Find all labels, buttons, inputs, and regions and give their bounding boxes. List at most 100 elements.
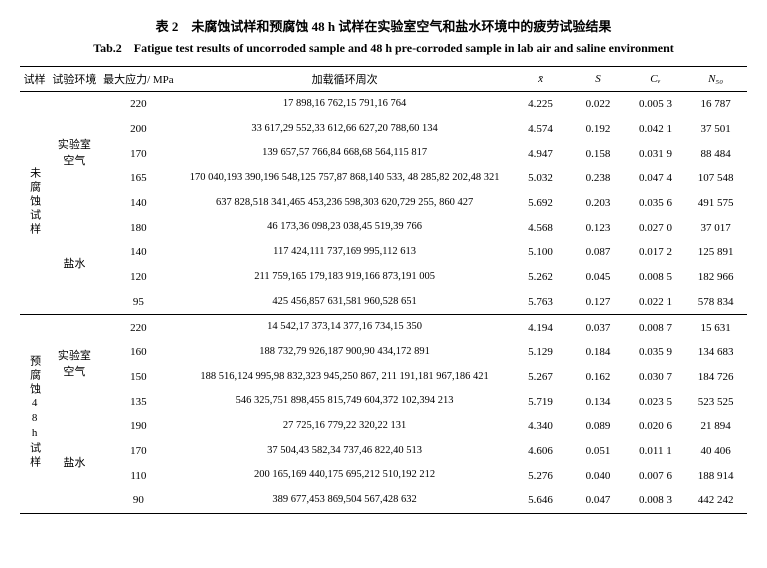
- stress-cell: 220: [99, 92, 177, 117]
- cv-cell: 0.035 9: [627, 340, 684, 365]
- n50-cell: 442 242: [684, 488, 747, 513]
- cv-cell: 0.020 6: [627, 414, 684, 439]
- table-row: 20033 617,29 552,33 612,66 627,20 788,60…: [20, 117, 747, 142]
- stress-cell: 220: [99, 315, 177, 340]
- xbar-cell: 5.719: [512, 389, 569, 414]
- cv-cell: 0.042 1: [627, 117, 684, 142]
- xbar-cell: 5.646: [512, 488, 569, 513]
- n50-cell: 523 525: [684, 389, 747, 414]
- s-cell: 0.192: [569, 117, 626, 142]
- s-cell: 0.123: [569, 215, 626, 240]
- stress-cell: 180: [99, 215, 177, 240]
- n50-cell: 134 683: [684, 340, 747, 365]
- n50-cell: 40 406: [684, 439, 747, 464]
- s-cell: 0.047: [569, 488, 626, 513]
- xbar-cell: 5.129: [512, 340, 569, 365]
- stress-cell: 135: [99, 389, 177, 414]
- s-cell: 0.040: [569, 463, 626, 488]
- xbar-cell: 4.568: [512, 215, 569, 240]
- stress-cell: 170: [99, 439, 177, 464]
- stress-cell: 90: [99, 488, 177, 513]
- xbar-cell: 4.606: [512, 439, 569, 464]
- xbar-cell: 4.340: [512, 414, 569, 439]
- s-cell: 0.022: [569, 92, 626, 117]
- cycles-cell: 14 542,17 373,14 377,16 734,15 350: [177, 315, 511, 340]
- cv-cell: 0.017 2: [627, 240, 684, 265]
- xbar-cell: 4.194: [512, 315, 569, 340]
- cv-cell: 0.031 9: [627, 141, 684, 166]
- cv-cell: 0.035 6: [627, 191, 684, 216]
- s-cell: 0.045: [569, 265, 626, 290]
- n50-cell: 88 484: [684, 141, 747, 166]
- cycles-cell: 17 898,16 762,15 791,16 764: [177, 92, 511, 117]
- stress-cell: 140: [99, 191, 177, 216]
- cycles-cell: 170 040,193 390,196 548,125 757,87 868,1…: [177, 166, 511, 191]
- cv-cell: 0.023 5: [627, 389, 684, 414]
- xbar-cell: 5.032: [512, 166, 569, 191]
- n50-cell: 491 575: [684, 191, 747, 216]
- xbar-cell: 5.276: [512, 463, 569, 488]
- env-label: 实验室空气: [49, 315, 99, 414]
- cycles-cell: 425 456,857 631,581 960,528 651: [177, 290, 511, 315]
- s-cell: 0.089: [569, 414, 626, 439]
- stress-cell: 150: [99, 365, 177, 390]
- cycles-cell: 546 325,751 898,455 815,749 604,372 102,…: [177, 389, 511, 414]
- n50-cell: 184 726: [684, 365, 747, 390]
- s-cell: 0.184: [569, 340, 626, 365]
- cv-cell: 0.008 5: [627, 265, 684, 290]
- sample-label: 预腐蚀48h试样: [20, 315, 49, 514]
- xbar-cell: 5.692: [512, 191, 569, 216]
- stress-cell: 120: [99, 265, 177, 290]
- cv-cell: 0.008 3: [627, 488, 684, 513]
- n50-cell: 16 787: [684, 92, 747, 117]
- s-cell: 0.051: [569, 439, 626, 464]
- cycles-cell: 188 516,124 995,98 832,323 945,250 867, …: [177, 365, 511, 390]
- table-row: 17037 504,43 582,34 737,46 822,40 5134.6…: [20, 439, 747, 464]
- cycles-cell: 211 759,165 179,183 919,166 873,191 005: [177, 265, 511, 290]
- header-n50: N₅₀: [684, 67, 747, 92]
- table-caption-en: Tab.2 Fatigue test results of uncorroded…: [20, 39, 747, 56]
- s-cell: 0.203: [569, 191, 626, 216]
- s-cell: 0.134: [569, 389, 626, 414]
- stress-cell: 110: [99, 463, 177, 488]
- s-cell: 0.087: [569, 240, 626, 265]
- cycles-cell: 139 657,57 766,84 668,68 564,115 817: [177, 141, 511, 166]
- table-header-row: 试样 试验环境 最大应力/ MPa 加载循环周次 x̄ S Cᵥ N₅₀: [20, 67, 747, 92]
- header-xbar: x̄: [512, 67, 569, 92]
- header-stress: 最大应力/ MPa: [99, 67, 177, 92]
- stress-cell: 200: [99, 117, 177, 142]
- s-cell: 0.127: [569, 290, 626, 315]
- table-row: 未腐蚀试样实验室空气22017 898,16 762,15 791,16 764…: [20, 92, 747, 117]
- stress-cell: 170: [99, 141, 177, 166]
- cycles-cell: 389 677,453 869,504 567,428 632: [177, 488, 511, 513]
- n50-cell: 37 017: [684, 215, 747, 240]
- xbar-cell: 4.574: [512, 117, 569, 142]
- n50-cell: 37 501: [684, 117, 747, 142]
- table-row: 140637 828,518 341,465 453,236 598,303 6…: [20, 191, 747, 216]
- n50-cell: 15 631: [684, 315, 747, 340]
- header-cycles: 加载循环周次: [177, 67, 511, 92]
- s-cell: 0.037: [569, 315, 626, 340]
- env-label: 盐水: [49, 215, 99, 314]
- xbar-cell: 5.267: [512, 365, 569, 390]
- env-label: 盐水: [49, 414, 99, 513]
- cycles-cell: 188 732,79 926,187 900,90 434,172 891: [177, 340, 511, 365]
- table-row: 盐水19027 725,16 779,22 320,22 1314.3400.0…: [20, 414, 747, 439]
- table-row: 90389 677,453 869,504 567,428 6325.6460.…: [20, 488, 747, 513]
- stress-cell: 95: [99, 290, 177, 315]
- header-s: S: [569, 67, 626, 92]
- s-cell: 0.158: [569, 141, 626, 166]
- n50-cell: 182 966: [684, 265, 747, 290]
- env-label: 实验室空气: [49, 92, 99, 216]
- cycles-cell: 37 504,43 582,34 737,46 822,40 513: [177, 439, 511, 464]
- table-row: 170139 657,57 766,84 668,68 564,115 8174…: [20, 141, 747, 166]
- cycles-cell: 27 725,16 779,22 320,22 131: [177, 414, 511, 439]
- xbar-cell: 5.763: [512, 290, 569, 315]
- cv-cell: 0.027 0: [627, 215, 684, 240]
- cycles-cell: 33 617,29 552,33 612,66 627,20 788,60 13…: [177, 117, 511, 142]
- sample-label: 未腐蚀试样: [20, 92, 49, 315]
- table-row: 140117 424,111 737,169 995,112 6135.1000…: [20, 240, 747, 265]
- n50-cell: 107 548: [684, 166, 747, 191]
- n50-cell: 125 891: [684, 240, 747, 265]
- table-row: 160188 732,79 926,187 900,90 434,172 891…: [20, 340, 747, 365]
